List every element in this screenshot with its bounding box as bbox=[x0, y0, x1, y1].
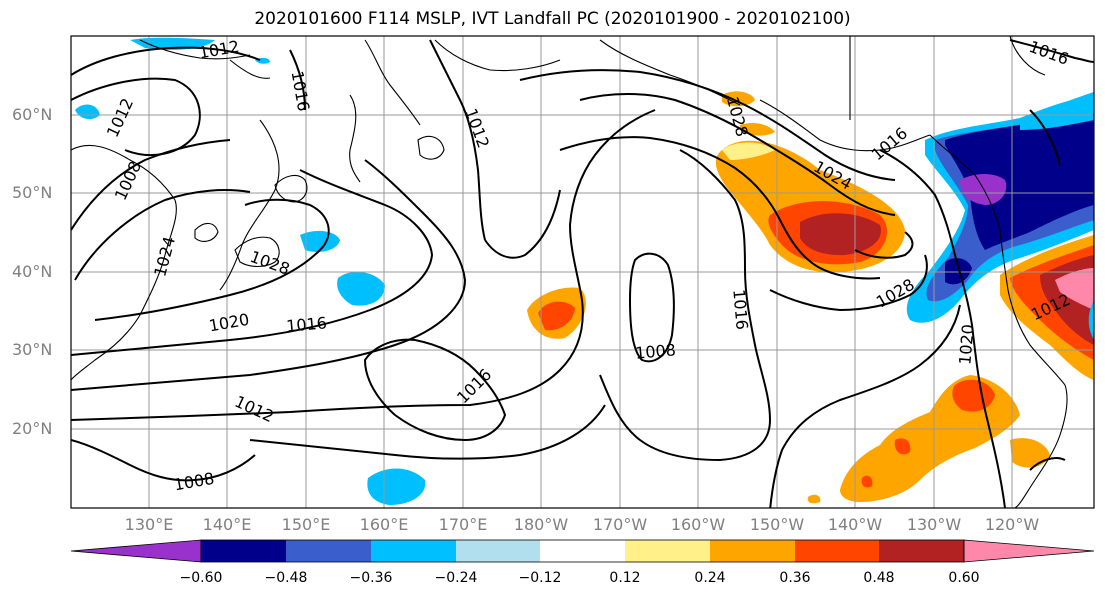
colorbar-outline bbox=[200, 539, 965, 563]
lon-label: 140°W bbox=[827, 515, 883, 534]
lon-label: 150°W bbox=[749, 515, 805, 534]
colorbar-bin bbox=[286, 540, 371, 562]
colorbar-bin bbox=[795, 540, 879, 562]
contour-label: 1016 bbox=[729, 288, 751, 330]
map-frame bbox=[70, 35, 1095, 509]
colorbar-bin bbox=[456, 540, 540, 562]
colorbar-bin bbox=[371, 540, 456, 562]
colorbar-tick-label: 0.36 bbox=[779, 570, 811, 586]
mslp-contours bbox=[71, 39, 1094, 508]
lat-label: 20°N bbox=[12, 419, 53, 438]
colorbar-bin bbox=[879, 540, 964, 562]
colorbar bbox=[70, 539, 1095, 563]
contour-label: 1016 bbox=[285, 313, 327, 335]
lat-label: 40°N bbox=[12, 262, 53, 281]
lon-label: 160°W bbox=[670, 515, 726, 534]
lon-label: 170°W bbox=[592, 515, 648, 534]
coastlines bbox=[71, 36, 1068, 508]
lon-label: 130°W bbox=[906, 515, 962, 534]
lon-label: 150°E bbox=[281, 515, 331, 534]
colorbar-bin bbox=[710, 540, 795, 562]
lat-label: 50°N bbox=[12, 183, 53, 202]
colorbar-extend-high bbox=[963, 539, 1095, 563]
lon-label: 170°E bbox=[438, 515, 488, 534]
colorbar-tick-label: 0.48 bbox=[863, 570, 895, 586]
contour-label: 1008 bbox=[634, 340, 676, 362]
colorbar-tick-label: −0.36 bbox=[349, 570, 393, 586]
colorbar-tick-label: −0.60 bbox=[179, 570, 223, 586]
colorbar-bin bbox=[625, 540, 710, 562]
colorbar-extend-low bbox=[70, 539, 202, 563]
lat-label: 60°N bbox=[12, 105, 53, 124]
colorbar-tick-label: −0.48 bbox=[264, 570, 308, 586]
colorbar-bin bbox=[201, 540, 286, 562]
contour-label: 1020 bbox=[955, 323, 977, 365]
lat-label: 30°N bbox=[12, 340, 53, 359]
colorbar-bin bbox=[540, 540, 625, 562]
ivt-shading bbox=[75, 37, 1094, 505]
colorbar-tick-label: 0.60 bbox=[948, 570, 980, 586]
colorbar-tick-label: 0.12 bbox=[609, 570, 641, 586]
map-title: 2020101600 F114 MSLP, IVT Landfall PC (2… bbox=[254, 9, 851, 29]
lon-label: 160°E bbox=[359, 515, 409, 534]
colorbar-tick-label: −0.12 bbox=[518, 570, 562, 586]
lon-label: 140°E bbox=[202, 515, 252, 534]
colorbar-tick-label: −0.24 bbox=[434, 570, 478, 586]
lon-label: 180°W bbox=[513, 515, 569, 534]
lon-label: 120°W bbox=[984, 515, 1040, 534]
colorbar-tick-label: 0.24 bbox=[694, 570, 726, 586]
lon-label: 130°E bbox=[124, 515, 174, 534]
graticule bbox=[71, 36, 1094, 508]
